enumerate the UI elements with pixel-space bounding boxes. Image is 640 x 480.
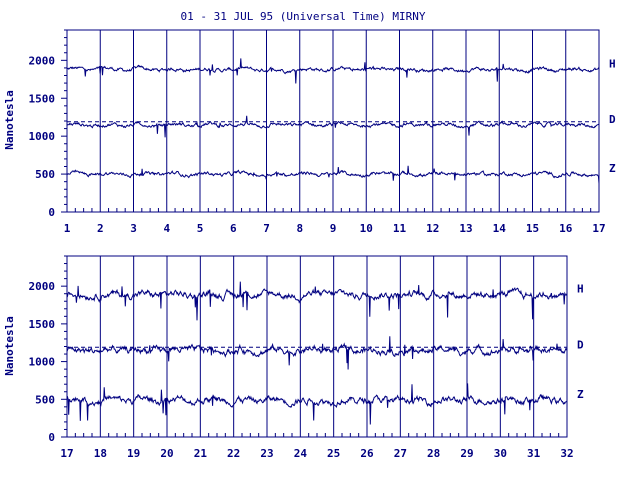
x-tick-label: 3 <box>130 222 137 235</box>
x-tick-label: 6 <box>230 222 237 235</box>
x-tick-label: 18 <box>94 447 107 460</box>
x-tick-label: 11 <box>393 222 407 235</box>
x-tick-label: 1 <box>64 222 71 235</box>
series-line-H <box>66 58 600 84</box>
y-tick-label: 1500 <box>29 318 56 331</box>
y-tick-label: 2000 <box>29 54 56 67</box>
series-line-Z <box>66 383 568 425</box>
series-line-H <box>66 281 568 321</box>
panel-top: 1 2 3 4 5 6 7 8 9 10 11 12 13 14 15 16 17050010001500200… <box>3 29 616 235</box>
x-tick-label: 10 <box>360 222 373 235</box>
y-tick-label: 2000 <box>29 280 56 293</box>
x-tick-label: 17 <box>592 222 605 235</box>
x-tick-label: 8 <box>296 222 303 235</box>
x-tick-label: 16 <box>559 222 573 235</box>
y-tick-label: 1000 <box>29 356 56 369</box>
y-tick-label: 0 <box>48 206 55 219</box>
plot-frame <box>66 255 568 438</box>
x-tick-label: 21 <box>194 447 208 460</box>
x-tick-label: 17 <box>60 447 73 460</box>
y-tick-label: 0 <box>48 431 55 444</box>
x-tick-label: 13 <box>459 222 472 235</box>
series-label-Z: Z <box>609 162 616 175</box>
x-tick-label: 15 <box>526 222 539 235</box>
x-tick-label: 27 <box>394 447 407 460</box>
series-label-D: D <box>609 113 616 126</box>
y-tick-label: 1500 <box>29 92 56 105</box>
x-tick-label: 2 <box>97 222 104 235</box>
x-tick-label: 19 <box>127 447 140 460</box>
x-tick-label: 4 <box>163 222 170 235</box>
x-tick-label: 20 <box>160 447 173 460</box>
x-tick-label: 26 <box>360 447 374 460</box>
x-tick-label: 22 <box>227 447 240 460</box>
series-line-Z <box>66 165 600 184</box>
series-label-Z: Z <box>577 388 584 401</box>
x-tick-label: 12 <box>426 222 439 235</box>
y-tick-label: 500 <box>35 393 55 406</box>
series-line-D <box>66 336 568 370</box>
y-axis-label: Nanotesla <box>3 90 16 150</box>
x-tick-label: 28 <box>427 447 440 460</box>
x-tick-label: 14 <box>493 222 507 235</box>
x-tick-label: 9 <box>330 222 337 235</box>
x-tick-label: 24 <box>294 447 308 460</box>
y-axis-label: Nanotesla <box>3 316 16 376</box>
series-label-H: H <box>577 282 584 295</box>
series-label-D: D <box>577 338 584 351</box>
chart-title: 01 - 31 JUL 95 (Universal Time) MIRNY <box>180 10 425 23</box>
x-tick-label: 30 <box>494 447 507 460</box>
y-tick-label: 1000 <box>29 130 56 143</box>
x-tick-label: 5 <box>197 222 204 235</box>
x-tick-label: 31 <box>527 447 541 460</box>
panel-bottom: 17 18 19 20 21 22 23 24 25 26 27 28 29 30 31 32 0 500 1000… <box>3 255 584 460</box>
x-tick-label: 32 <box>560 447 573 460</box>
series-line-D <box>66 115 600 138</box>
x-tick-label: 7 <box>263 222 270 235</box>
x-tick-label: 23 <box>260 447 273 460</box>
series-label-H: H <box>609 57 616 70</box>
x-tick-label: 29 <box>460 447 473 460</box>
y-tick-label: 500 <box>35 168 55 181</box>
x-tick-label: 25 <box>327 447 340 460</box>
